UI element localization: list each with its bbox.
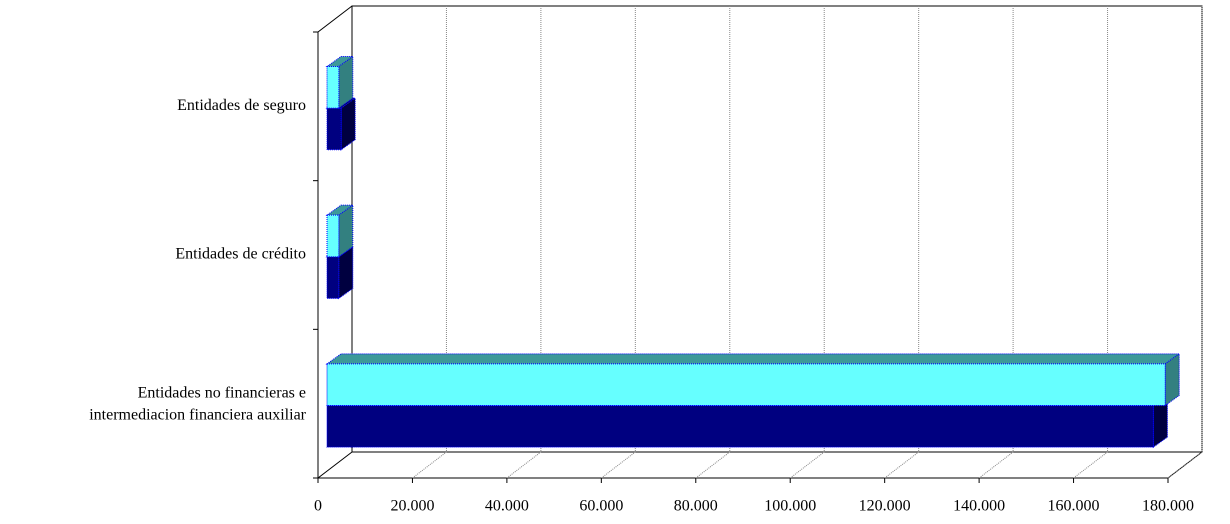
bar-front xyxy=(326,256,340,299)
bar-side xyxy=(1152,394,1168,449)
x-tick-label: 180.000 xyxy=(1142,498,1194,515)
bar-top xyxy=(325,204,355,216)
label-line: intermediacion financiera auxiliar xyxy=(89,406,306,423)
y-tick-label: Entidades de crédito xyxy=(175,246,306,263)
bar-side xyxy=(1164,352,1180,407)
bar-front xyxy=(326,107,342,151)
bar-side xyxy=(340,97,356,151)
x-tick-label: 40.000 xyxy=(485,498,529,515)
x-tick-label: 140.000 xyxy=(953,498,1005,515)
x-tick-label: 0 xyxy=(314,498,322,515)
bar xyxy=(325,55,355,110)
floor-grid-line xyxy=(601,451,636,479)
x-tick-label: 20.000 xyxy=(390,498,434,515)
floor-grid-line xyxy=(695,451,731,479)
bar-front xyxy=(326,363,1166,406)
x-tick-label: 60.000 xyxy=(579,498,623,515)
bar-front xyxy=(326,66,340,109)
left-wall xyxy=(317,5,353,480)
bar-side xyxy=(338,245,354,300)
floor-grid-line xyxy=(506,451,542,479)
y-tick-label: Entidades no financieras e intermediacion… xyxy=(89,384,306,423)
bar xyxy=(325,204,355,258)
x-tick-label: 80.000 xyxy=(674,498,718,515)
bar-front xyxy=(326,214,340,258)
floor-grid-line xyxy=(1073,451,1108,479)
label-line: Entidades no financieras e xyxy=(138,384,306,401)
x-tick-label: 120.000 xyxy=(859,498,911,515)
floor-grid-line xyxy=(978,451,1014,479)
x-tick-label: 160.000 xyxy=(1048,498,1100,515)
bar-side xyxy=(338,204,354,258)
x-tick-label: 100.000 xyxy=(764,498,816,515)
bar-top xyxy=(325,56,355,68)
floor-grid-line xyxy=(884,451,919,479)
floor-grid-line xyxy=(412,451,447,479)
bar-front xyxy=(326,404,1154,448)
floor xyxy=(318,451,1203,479)
y-tick-label: Entidades de seguro xyxy=(177,97,306,114)
floor-grid-line xyxy=(789,451,825,479)
bar xyxy=(325,352,1181,407)
bar-top xyxy=(325,353,1181,365)
bar-side xyxy=(338,55,354,110)
